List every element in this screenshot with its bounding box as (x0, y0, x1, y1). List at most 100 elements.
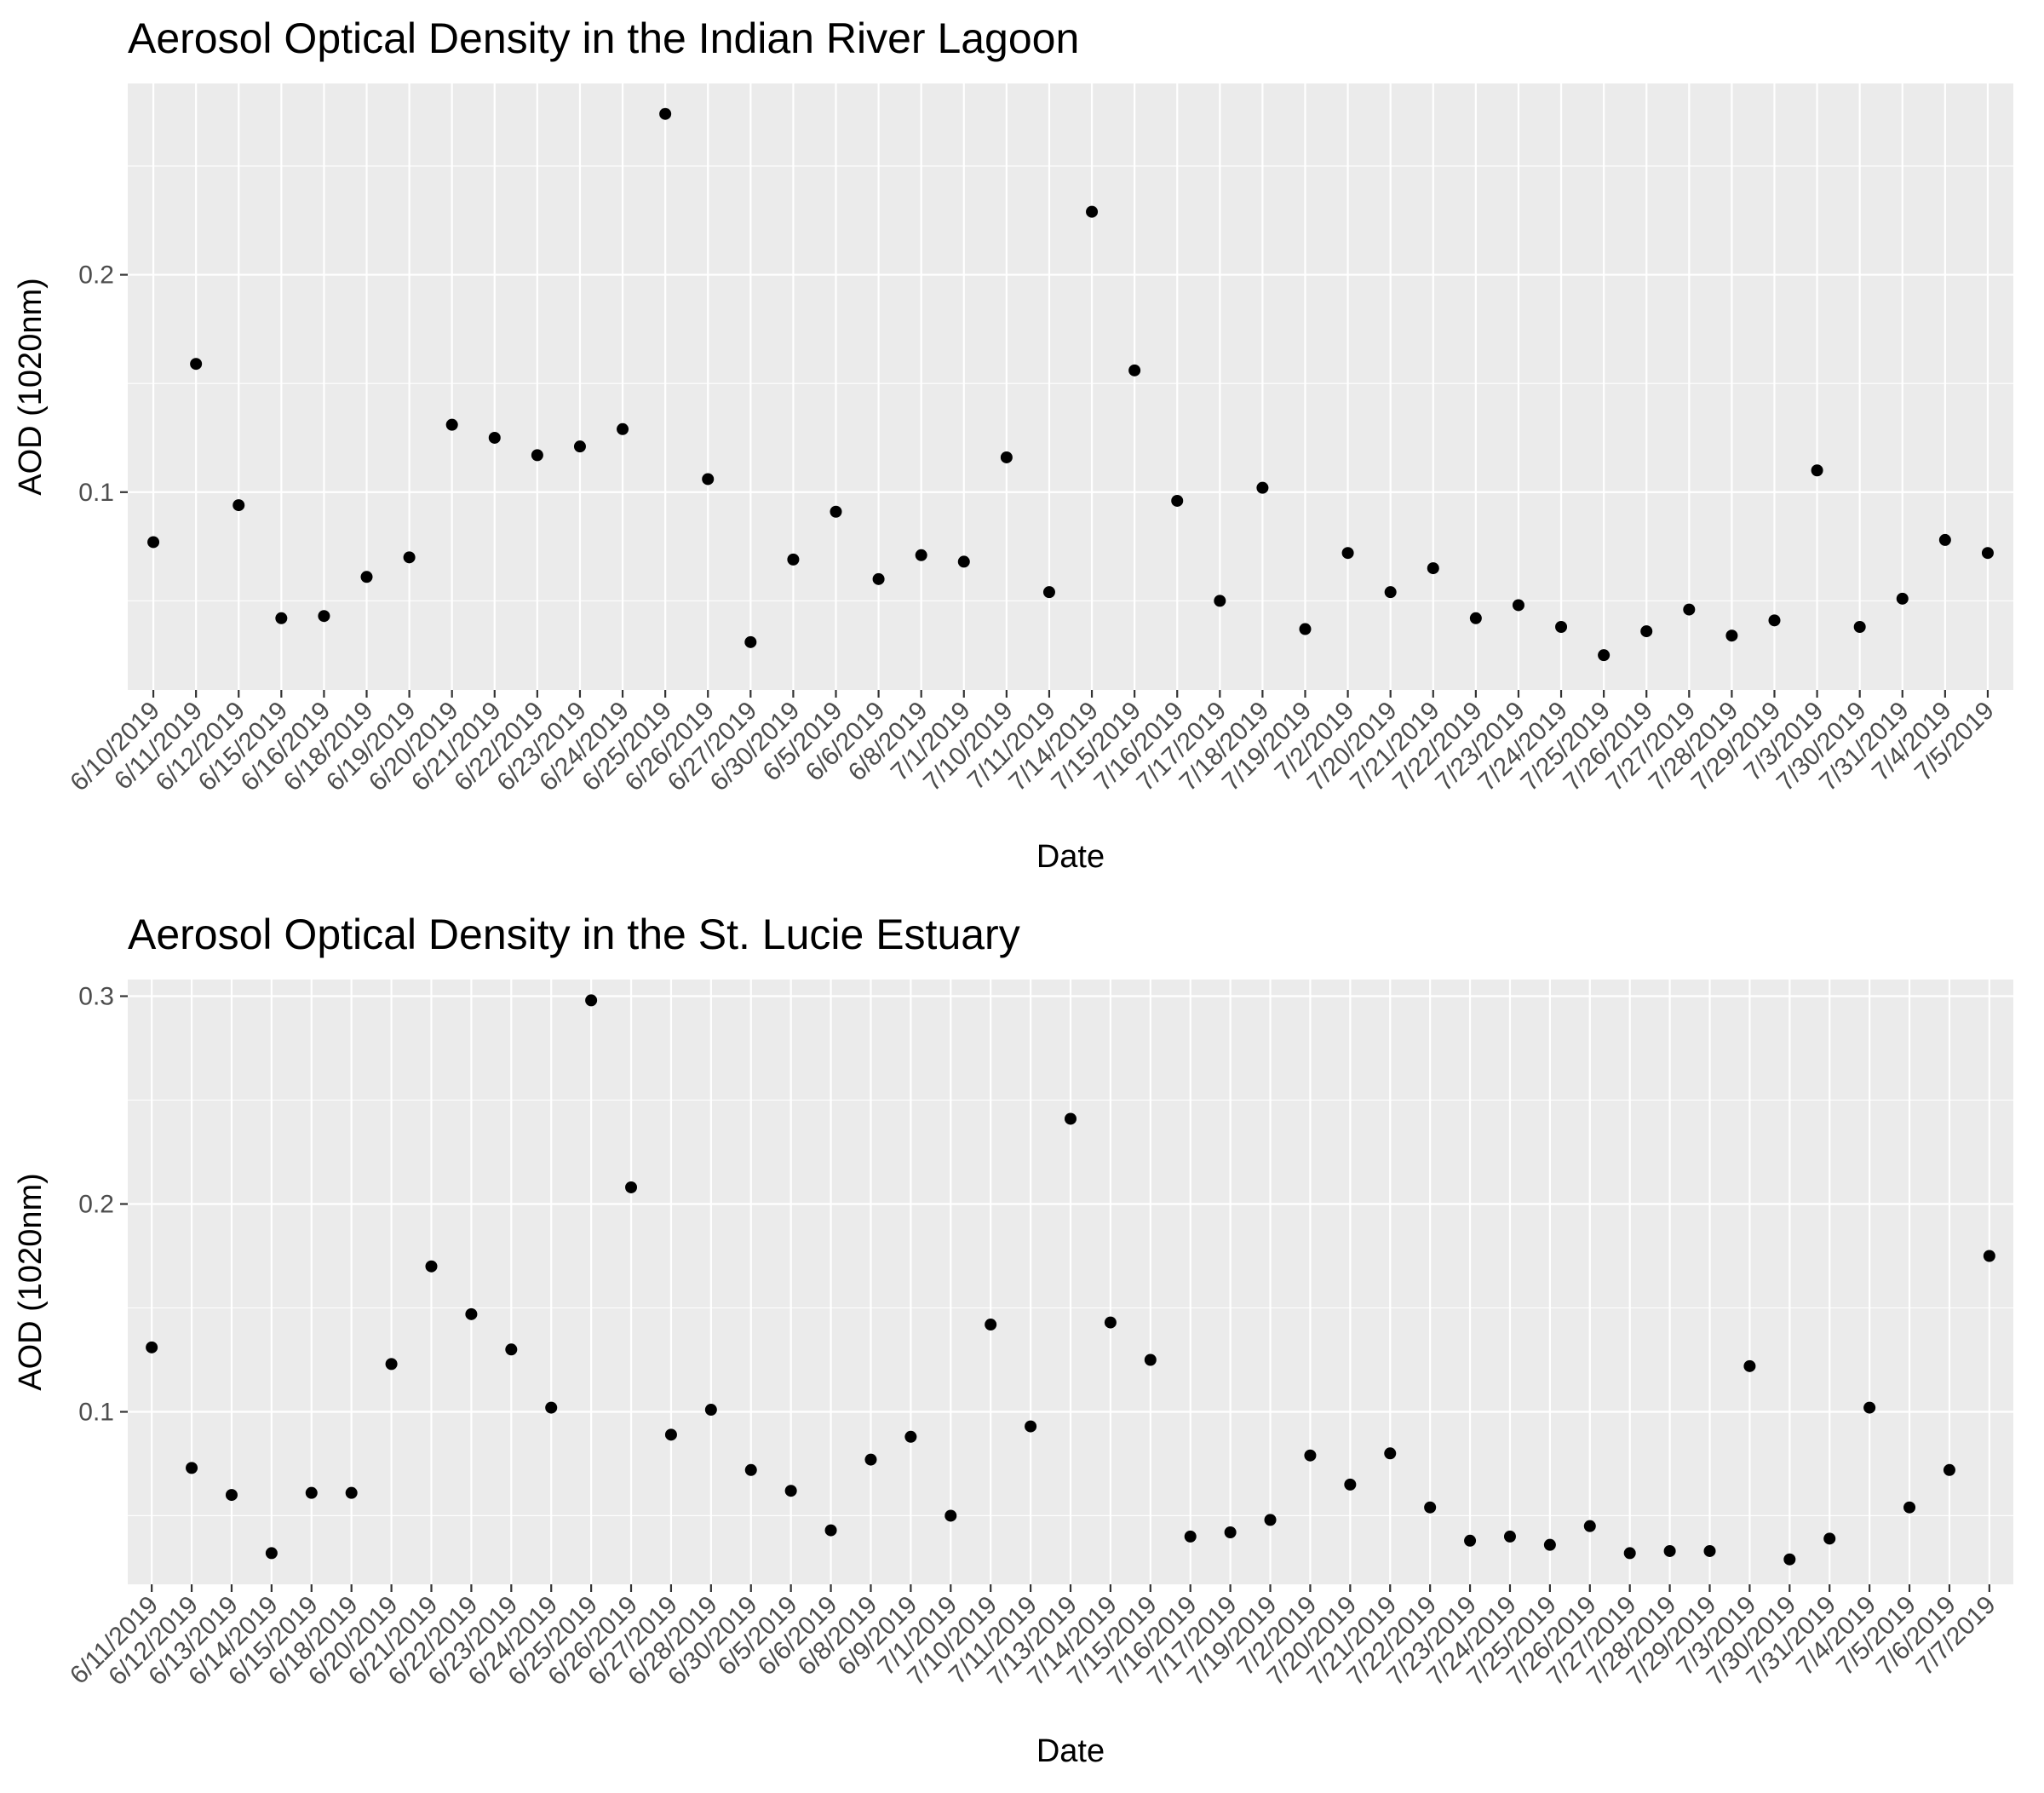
data-point (1469, 612, 1482, 624)
data-point (1555, 620, 1568, 633)
data-point (1341, 547, 1354, 560)
data-point (1943, 1463, 1955, 1476)
data-point (1171, 494, 1184, 507)
data-point (864, 1453, 877, 1466)
data-point (233, 499, 245, 512)
data-point (985, 1319, 997, 1331)
data-point (1725, 629, 1738, 642)
data-point (1512, 599, 1524, 612)
data-point (1128, 364, 1141, 376)
data-point (1983, 1250, 1995, 1262)
data-point (1065, 1112, 1077, 1125)
data-point (1703, 1544, 1716, 1557)
data-point (1344, 1478, 1357, 1491)
data-point (360, 571, 373, 583)
data-point (1256, 481, 1269, 494)
data-point (425, 1260, 438, 1273)
plot-background (128, 83, 2013, 690)
data-point (744, 1463, 757, 1476)
data-point (1042, 586, 1055, 599)
data-point (445, 418, 458, 431)
data-point (1811, 464, 1823, 477)
data-point (186, 1462, 198, 1474)
data-point (1144, 1353, 1157, 1366)
data-point (505, 1343, 518, 1356)
data-point (1000, 451, 1013, 463)
data-point (1743, 1359, 1756, 1372)
data-point (1598, 649, 1611, 662)
data-point (957, 555, 970, 568)
data-point (1025, 1420, 1037, 1433)
data-point (1768, 614, 1781, 627)
data-point (147, 536, 160, 549)
data-point (225, 1489, 238, 1502)
data-point (1623, 1547, 1636, 1560)
data-point (1903, 1501, 1916, 1514)
data-point (1981, 547, 1994, 560)
data-point (1299, 623, 1312, 635)
data-point (915, 549, 927, 561)
data-point (617, 422, 629, 435)
chart-panel-2: 0.10.20.36/11/20196/12/20196/13/20196/14… (13, 911, 2013, 1769)
data-point (1640, 625, 1653, 638)
data-point (659, 107, 672, 120)
data-point (1583, 1520, 1596, 1532)
x-axis-title: Date (1036, 1733, 1105, 1769)
chart-title: Aerosol Optical Density in the St. Lucie… (128, 911, 1020, 958)
x-axis-title: Date (1036, 839, 1105, 875)
data-point (1543, 1538, 1556, 1551)
data-point (545, 1401, 558, 1414)
data-point (1264, 1514, 1277, 1526)
data-point (1863, 1401, 1876, 1414)
data-point (573, 440, 586, 453)
data-point (385, 1358, 398, 1371)
chart-panel-1: 0.10.26/10/20196/11/20196/12/20196/15/20… (13, 14, 2013, 875)
data-point (1783, 1553, 1796, 1566)
data-point (1503, 1530, 1516, 1543)
data-point (345, 1486, 358, 1499)
data-point (190, 358, 203, 371)
data-point (830, 505, 842, 518)
data-point (1464, 1534, 1477, 1547)
data-point (318, 610, 330, 623)
y-tick-label: 0.2 (78, 1191, 114, 1219)
data-point (465, 1307, 478, 1320)
data-point (904, 1430, 917, 1443)
data-point (146, 1341, 158, 1353)
data-point (1938, 533, 1951, 546)
data-point (702, 473, 715, 486)
data-point (531, 449, 543, 462)
data-point (1224, 1526, 1237, 1539)
chart-title: Aerosol Optical Density in the Indian Ri… (128, 14, 1079, 62)
data-point (824, 1524, 837, 1537)
data-point (1184, 1530, 1197, 1543)
data-point (305, 1486, 318, 1499)
data-point (1823, 1532, 1836, 1545)
data-point (664, 1428, 677, 1441)
data-point (625, 1181, 638, 1193)
data-point (1896, 592, 1909, 605)
data-point (1384, 586, 1397, 599)
data-point (1663, 1544, 1676, 1557)
y-axis-title: AOD (1020nm) (13, 278, 49, 496)
data-point (1427, 562, 1439, 575)
data-point (1086, 205, 1099, 218)
data-point (787, 553, 800, 566)
y-tick-label: 0.3 (78, 983, 114, 1011)
data-point (872, 572, 885, 585)
data-point (403, 551, 416, 564)
data-point (784, 1485, 797, 1497)
data-point (944, 1509, 957, 1522)
data-point (585, 994, 598, 1007)
y-tick-label: 0.2 (78, 261, 114, 290)
y-tick-label: 0.1 (78, 479, 114, 507)
data-point (1424, 1501, 1437, 1514)
data-point (1104, 1316, 1117, 1329)
y-tick-label: 0.1 (78, 1398, 114, 1426)
data-point (1683, 603, 1696, 616)
data-point (265, 1547, 278, 1560)
data-point (1384, 1447, 1397, 1460)
data-point (704, 1404, 717, 1417)
